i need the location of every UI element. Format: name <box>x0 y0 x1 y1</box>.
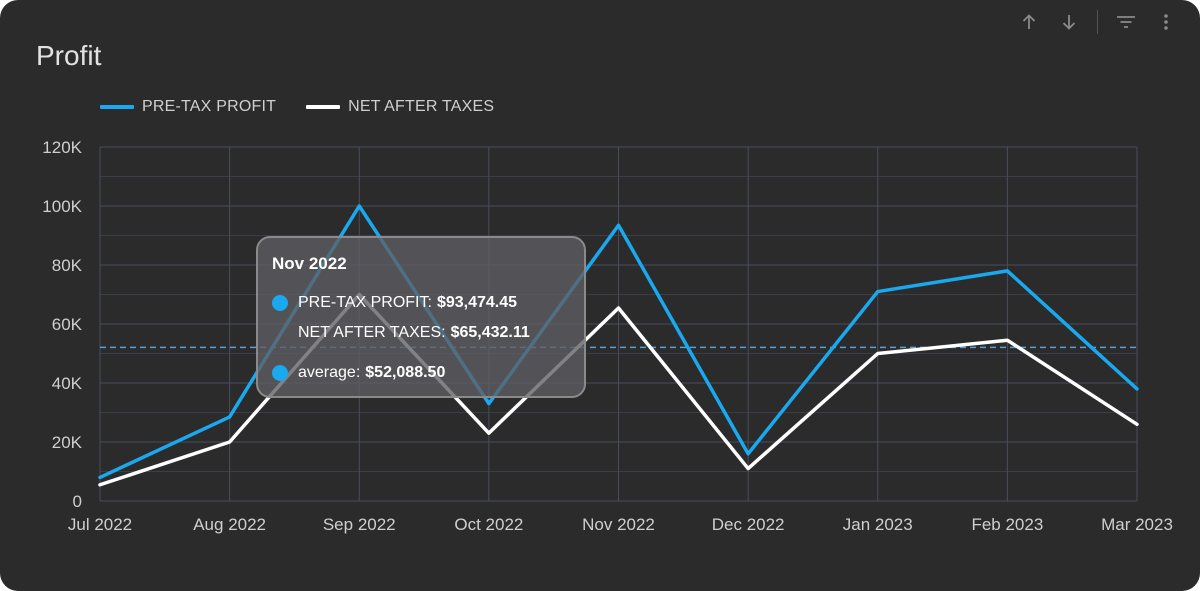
tooltip-row-net: NET AFTER TAXES: $65,432.11 <box>272 318 570 348</box>
y-tick-label: 100K <box>42 197 82 216</box>
legend-item-net[interactable]: NET AFTER TAXES <box>306 98 494 116</box>
tooltip-net-value: $65,432.11 <box>450 324 530 341</box>
tooltip-avg-value: $52,088.50 <box>365 364 446 381</box>
legend-item-pretax[interactable]: PRE-TAX PROFIT <box>100 98 276 116</box>
sort-descending-button[interactable] <box>1049 8 1089 36</box>
y-tick-label: 20K <box>52 433 83 452</box>
tooltip-row-pretax: PRE-TAX PROFIT: $93,474.45 <box>272 288 570 318</box>
more-options-button[interactable] <box>1146 8 1186 36</box>
x-tick-label: Aug 2022 <box>193 515 266 534</box>
legend-label-net: NET AFTER TAXES <box>348 98 495 115</box>
chart-legend: PRE-TAX PROFIT NET AFTER TAXES <box>100 98 524 116</box>
toolbar-divider <box>1097 10 1098 34</box>
more-vert-icon <box>1164 14 1168 30</box>
x-tick-label: Nov 2022 <box>582 515 655 534</box>
x-tick-label: Dec 2022 <box>712 515 785 534</box>
tooltip-pretax-label: PRE-TAX PROFIT: <box>298 294 432 311</box>
arrow-down-icon <box>1062 15 1076 30</box>
card-toolbar <box>1009 8 1186 36</box>
arrow-up-icon <box>1022 14 1036 29</box>
tooltip-net-label: NET AFTER TAXES: <box>298 324 446 341</box>
tooltip-row-average: average: $52,088.50 <box>272 358 570 388</box>
x-tick-label: Mar 2023 <box>1101 515 1173 534</box>
sort-ascending-button[interactable] <box>1009 8 1049 36</box>
x-tick-label: Feb 2023 <box>971 515 1043 534</box>
x-tick-label: Oct 2022 <box>454 515 523 534</box>
y-tick-label: 0 <box>73 492 82 511</box>
y-tick-label: 120K <box>42 138 82 157</box>
y-tick-label: 40K <box>52 374 83 393</box>
tooltip-pretax-value: $93,474.45 <box>436 294 518 311</box>
tooltip-dot-pretax <box>272 295 288 311</box>
tooltip-dot-average <box>272 365 288 381</box>
legend-swatch-net <box>306 105 341 109</box>
tooltip-date: Nov 2022 <box>272 254 347 273</box>
x-tick-label: Jan 2023 <box>843 515 913 534</box>
card-title: Profit <box>36 40 102 71</box>
chart-tooltip: Nov 2022 PRE-TAX PROFIT: $93,474.45 NET … <box>256 236 586 398</box>
tooltip-avg-label: average: <box>298 364 361 381</box>
legend-swatch-pretax <box>100 105 134 109</box>
legend-label-pretax: PRE-TAX PROFIT <box>142 98 277 115</box>
y-tick-label: 80K <box>52 256 83 275</box>
x-tick-label: Sep 2022 <box>323 515 396 534</box>
x-tick-label: Jul 2022 <box>68 515 132 534</box>
filter-icon <box>1117 16 1135 28</box>
y-tick-label: 60K <box>52 315 83 334</box>
filter-button[interactable] <box>1106 8 1146 36</box>
